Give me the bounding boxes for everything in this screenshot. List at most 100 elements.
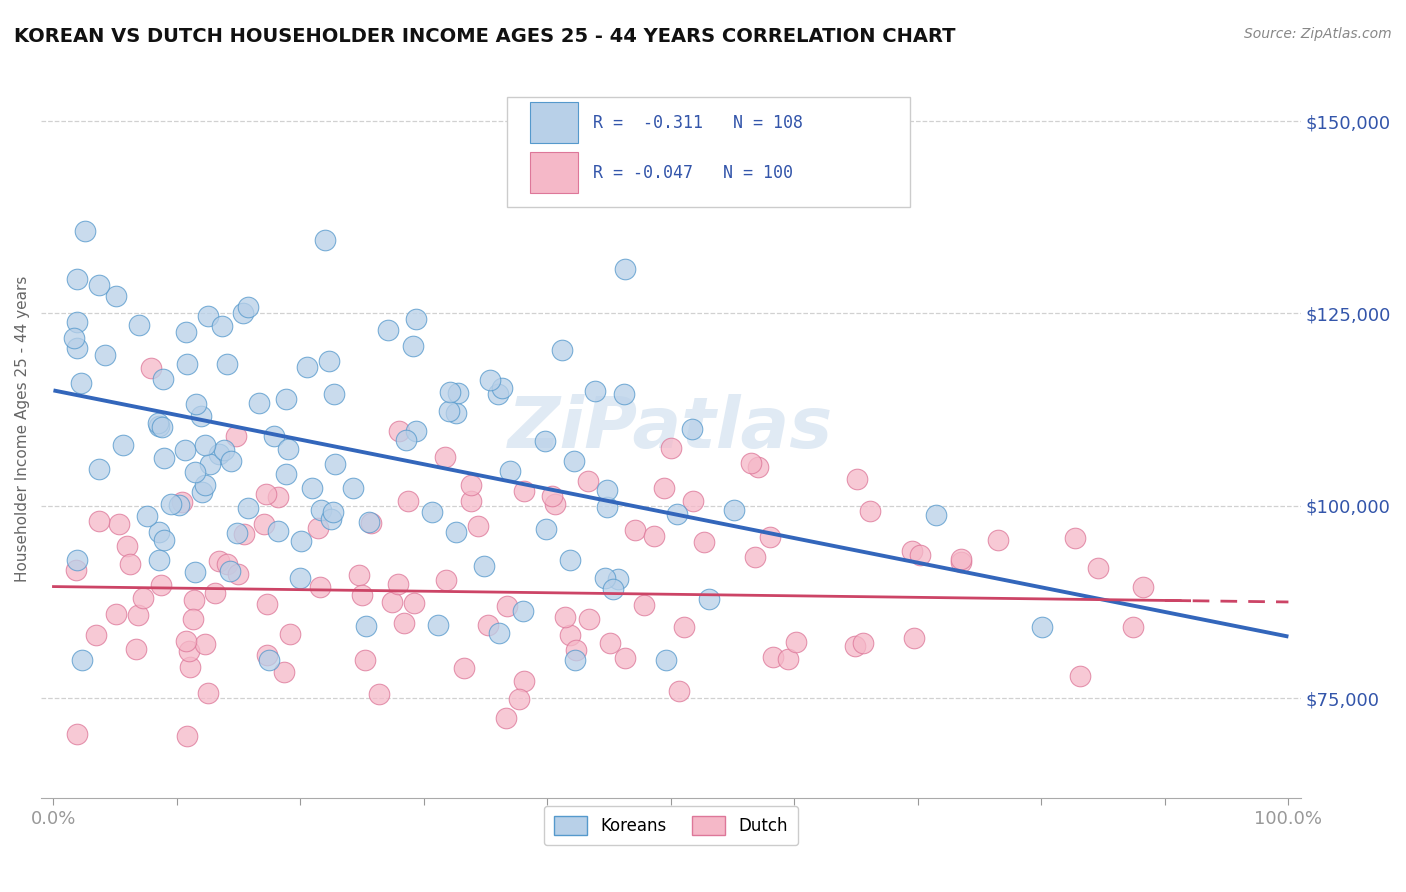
Point bbox=[495, 711, 517, 725]
Point bbox=[84, 628, 107, 642]
Point bbox=[204, 586, 226, 600]
Point bbox=[593, 570, 616, 584]
Point bbox=[276, 392, 298, 407]
Point bbox=[655, 653, 678, 667]
Point bbox=[367, 687, 389, 701]
Point bbox=[215, 557, 238, 571]
Point bbox=[167, 498, 190, 512]
Point bbox=[785, 634, 807, 648]
Point bbox=[599, 636, 621, 650]
Point bbox=[392, 615, 415, 630]
Point bbox=[987, 533, 1010, 548]
Point bbox=[197, 686, 219, 700]
Point bbox=[212, 443, 235, 458]
Point bbox=[159, 497, 181, 511]
Point bbox=[508, 692, 530, 706]
Point bbox=[578, 612, 600, 626]
Point bbox=[149, 578, 172, 592]
Point bbox=[232, 306, 254, 320]
Point bbox=[225, 526, 247, 541]
Point bbox=[225, 429, 247, 443]
Point bbox=[322, 386, 344, 401]
Point bbox=[194, 637, 217, 651]
Point bbox=[247, 395, 270, 409]
Point bbox=[512, 604, 534, 618]
Point bbox=[562, 453, 585, 467]
Point bbox=[263, 428, 285, 442]
Point bbox=[513, 673, 536, 688]
Point bbox=[551, 343, 574, 358]
Point bbox=[66, 727, 89, 741]
Point bbox=[318, 353, 340, 368]
Point bbox=[723, 502, 745, 516]
Point bbox=[309, 580, 332, 594]
Point bbox=[633, 598, 655, 612]
Text: KOREAN VS DUTCH HOUSEHOLDER INCOME AGES 25 - 44 YEARS CORRELATION CHART: KOREAN VS DUTCH HOUSEHOLDER INCOME AGES … bbox=[14, 27, 956, 45]
Point bbox=[491, 382, 513, 396]
Point bbox=[211, 318, 233, 333]
Point bbox=[544, 497, 567, 511]
Point bbox=[66, 272, 89, 286]
Point bbox=[395, 433, 418, 447]
Point bbox=[496, 599, 519, 614]
Point bbox=[560, 553, 582, 567]
Point bbox=[232, 527, 254, 541]
Point bbox=[194, 478, 217, 492]
Point bbox=[66, 314, 89, 328]
Point bbox=[236, 300, 259, 314]
Point bbox=[747, 459, 769, 474]
Point bbox=[479, 373, 502, 387]
Point bbox=[108, 516, 131, 531]
Point bbox=[444, 406, 467, 420]
Point bbox=[257, 653, 280, 667]
Point bbox=[499, 464, 522, 478]
Point bbox=[153, 533, 176, 547]
Point bbox=[319, 512, 342, 526]
Point bbox=[89, 278, 111, 293]
Point bbox=[583, 384, 606, 399]
Point bbox=[350, 588, 373, 602]
Point bbox=[444, 524, 467, 539]
Point bbox=[89, 462, 111, 476]
Point bbox=[467, 518, 489, 533]
Point bbox=[1132, 580, 1154, 594]
Point bbox=[576, 475, 599, 489]
Text: ZiPatlas: ZiPatlas bbox=[509, 394, 834, 463]
Point bbox=[176, 326, 198, 340]
Point bbox=[152, 371, 174, 385]
Legend: Koreans, Dutch: Koreans, Dutch bbox=[544, 806, 799, 846]
Point bbox=[381, 595, 404, 609]
Point bbox=[1064, 532, 1087, 546]
Point bbox=[388, 425, 411, 439]
Point bbox=[596, 483, 619, 498]
Point bbox=[614, 262, 637, 277]
Point bbox=[219, 565, 242, 579]
Y-axis label: Householder Income Ages 25 - 44 years: Householder Income Ages 25 - 44 years bbox=[15, 276, 30, 582]
Point bbox=[236, 501, 259, 516]
Point bbox=[174, 634, 197, 648]
Point bbox=[681, 422, 703, 436]
Point bbox=[124, 642, 146, 657]
Point bbox=[194, 438, 217, 452]
Point bbox=[148, 418, 170, 433]
Point bbox=[94, 348, 117, 362]
Point bbox=[402, 339, 425, 353]
Point bbox=[253, 516, 276, 531]
FancyBboxPatch shape bbox=[530, 153, 578, 193]
Point bbox=[354, 653, 377, 667]
Point bbox=[405, 311, 427, 326]
Point bbox=[614, 651, 637, 665]
Point bbox=[274, 467, 297, 481]
Point bbox=[1031, 620, 1053, 634]
Point bbox=[427, 618, 450, 632]
Point bbox=[70, 376, 93, 391]
Point bbox=[434, 573, 457, 587]
Point bbox=[536, 522, 558, 536]
Point bbox=[554, 609, 576, 624]
Point bbox=[1087, 560, 1109, 574]
Point bbox=[65, 564, 87, 578]
Point bbox=[512, 483, 534, 498]
Point bbox=[759, 530, 782, 544]
Point bbox=[132, 591, 155, 605]
Point bbox=[104, 289, 127, 303]
